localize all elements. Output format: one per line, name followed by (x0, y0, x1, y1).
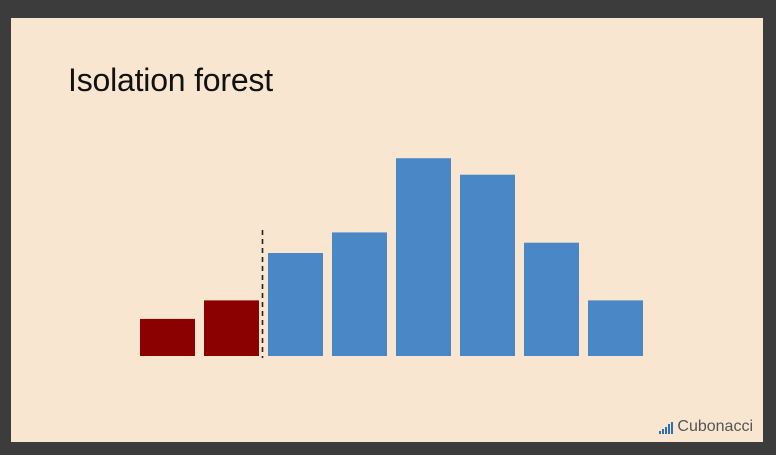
histogram-bar-6-normal (460, 174, 515, 356)
slide: Isolation forest Cubonacci (11, 18, 763, 442)
histogram-bar-5-normal (396, 158, 451, 356)
histogram-bar-8-normal (588, 300, 643, 356)
slide-title: Isolation forest (68, 62, 273, 98)
histogram-bar-3-normal (268, 253, 323, 356)
histogram-bar-1-anomaly (140, 318, 195, 356)
histogram-bar-4-normal (332, 232, 387, 356)
bars-group (140, 158, 643, 356)
histogram-bar-2-anomaly (204, 300, 259, 356)
brand: Cubonacci (659, 418, 753, 435)
histogram-chart (140, 158, 643, 358)
brand-name: Cubonacci (677, 418, 753, 435)
histogram-bar-7-normal (524, 242, 579, 356)
bar-steps-icon (659, 422, 674, 434)
